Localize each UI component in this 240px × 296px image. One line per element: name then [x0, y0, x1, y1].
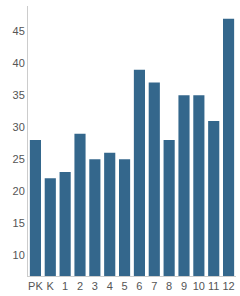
svg-text:11: 11 [208, 280, 219, 292]
svg-text:15: 15 [13, 217, 25, 229]
svg-text:25: 25 [13, 153, 25, 165]
svg-text:6: 6 [136, 280, 142, 292]
svg-text:10: 10 [13, 249, 25, 261]
svg-text:10: 10 [193, 280, 205, 292]
svg-text:K: K [47, 280, 55, 292]
svg-text:5: 5 [122, 280, 128, 292]
svg-text:35: 35 [13, 89, 25, 101]
svg-text:9: 9 [181, 280, 187, 292]
svg-text:PK: PK [28, 280, 43, 292]
svg-text:4: 4 [107, 280, 113, 292]
svg-text:8: 8 [166, 280, 172, 292]
svg-text:2: 2 [77, 280, 83, 292]
svg-text:12: 12 [222, 280, 234, 292]
svg-text:3: 3 [92, 280, 98, 292]
svg-text:7: 7 [151, 280, 157, 292]
svg-text:40: 40 [13, 57, 25, 69]
svg-text:45: 45 [13, 25, 25, 37]
svg-text:1: 1 [62, 280, 68, 292]
svg-text:20: 20 [13, 185, 25, 197]
svg-text:30: 30 [13, 121, 25, 133]
